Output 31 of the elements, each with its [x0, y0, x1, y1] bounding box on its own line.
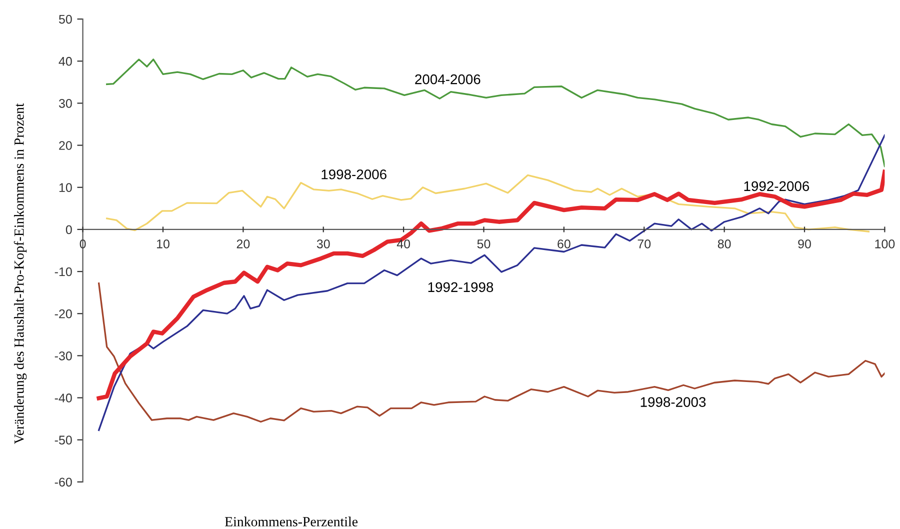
y-tick-label: 0: [66, 225, 72, 234]
series-label: 1998-2006: [322, 169, 386, 180]
y-tick-label: 50: [58, 14, 72, 24]
x-tick-label: 50: [477, 239, 490, 248]
series-label: 2004-2006: [415, 74, 480, 84]
x-tick-label: 70: [638, 239, 651, 248]
series-label: 1992-1998: [428, 282, 494, 292]
y-tick-label: -10: [54, 267, 72, 276]
y-tick-label: 40: [58, 56, 72, 66]
y-tick-label: -20: [54, 309, 72, 318]
x-axis-title: Einkommens-Perzentile: [224, 516, 358, 526]
y-tick-label: -60: [54, 478, 72, 487]
x-tick-label: 40: [396, 239, 410, 248]
x-tick-label: 80: [718, 239, 731, 248]
x-tick-label: 20: [236, 239, 250, 248]
x-tick-label: 10: [156, 239, 170, 248]
y-tick-label: 10: [59, 183, 72, 192]
y-tick-label: -30: [54, 351, 72, 360]
y-tick-label: -40: [54, 394, 72, 402]
y-tick-label: 20: [59, 141, 72, 150]
y-tick-label: 30: [58, 99, 72, 108]
x-tick-label: 30: [316, 239, 330, 248]
y-axis-title: Veränderung des Haushalt-Pro-Kopf-Einkommens in Prozent: [14, 103, 27, 444]
series-label: 1998-2003: [640, 397, 706, 407]
line-series: [106, 58, 885, 168]
y-tick-label: -50: [54, 436, 72, 444]
line-series: [98, 282, 885, 423]
x-tick-label: 90: [798, 239, 811, 248]
x-tick-label: 60: [558, 239, 570, 248]
series-label: 1992-2006: [744, 181, 810, 192]
x-tick-label: 100: [875, 239, 895, 248]
